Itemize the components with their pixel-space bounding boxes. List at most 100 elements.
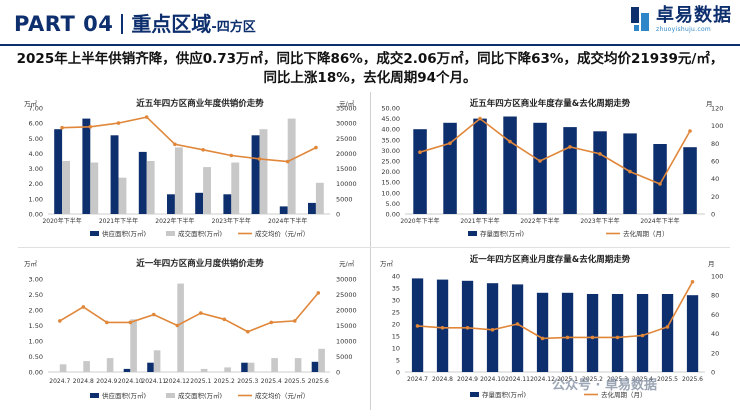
chart1-legend-swatch: [90, 231, 99, 236]
chart4-bar-a: [436, 279, 449, 372]
chart2-ytick: 0.00: [386, 211, 400, 219]
chart1-legend-label: 成交面积(万㎡): [178, 229, 222, 238]
chart3-bar-b: [224, 367, 231, 372]
chart3-bar-b: [59, 364, 67, 373]
chart2-ytick: 25.00: [381, 158, 400, 166]
chart4-ytick: 40: [392, 273, 400, 281]
chart4-ytick: 0: [396, 369, 400, 377]
chart2-ytick: 20.00: [381, 168, 400, 176]
chart2-y2tick: 20: [711, 193, 719, 201]
chart1-y2tick: 35000: [336, 105, 357, 113]
chart3-unit-right: 元/㎡: [339, 260, 355, 268]
chart1-point: [88, 125, 93, 129]
chart1-ytick: 4.00: [29, 150, 43, 158]
chart2-bar-a: [683, 147, 697, 214]
chart4-ytick: 20: [392, 321, 400, 329]
chart4-title: 近一年四方区商业月度存量&去化周期走势: [469, 255, 631, 265]
chart3-bar-b: [153, 350, 161, 372]
chart2-unit-right: 月: [706, 100, 713, 108]
chart4-legend-label: 去化周期（月）: [601, 390, 647, 399]
chart1-y2tick: 15000: [336, 165, 357, 173]
chart2-y2tick: 80: [711, 140, 719, 148]
chart3-legend-swatch: [90, 393, 99, 398]
chart1-bar-b: [118, 177, 127, 214]
chart2-point: [478, 116, 482, 121]
chart4-bar-a: [511, 284, 524, 372]
chart2-xtick: 2024年下半年: [640, 217, 679, 225]
chart4-xtick: 2024.9: [457, 376, 478, 383]
chart4-point: [665, 325, 670, 329]
chart4-ytick: 10: [392, 345, 400, 353]
chart2-point: [598, 152, 602, 156]
chart3-point: [58, 319, 62, 323]
header-rule: [0, 44, 740, 46]
summary-line-1: 2025年上半年供销齐降，供应0.73万㎡，同比下降86%，成交2.06万㎡，同…: [16, 51, 724, 67]
chart4-bar-a: [586, 294, 599, 372]
chart2-point: [538, 159, 542, 163]
chart1-xtick: 2023年下半年: [212, 217, 251, 225]
chart4-bar-a: [661, 294, 674, 372]
chart2-ytick: 40.00: [381, 126, 400, 134]
chart3-bar-b: [271, 358, 278, 372]
chart2-bar-a: [653, 144, 667, 214]
chart2-bar-a: [443, 122, 457, 214]
watermark-text: 公众号 · 卓易数据: [552, 378, 657, 393]
chart4-point: [415, 324, 420, 328]
chart1-ytick: 5.00: [29, 135, 43, 143]
chart1-bar-b: [287, 118, 296, 214]
chart3-point: [128, 320, 133, 325]
chart3-y2tick: 15000: [336, 322, 357, 330]
chart3-point: [175, 323, 180, 328]
chart1-point: [144, 115, 149, 119]
chart3-y2tick: 30000: [336, 276, 357, 284]
logo-url: zhuoyishuju.com: [656, 25, 712, 33]
chart1-bar-a: [167, 194, 175, 214]
chart3-point: [246, 329, 250, 334]
chart4-bar-a: [536, 292, 549, 372]
chart2-y2tick: 120: [711, 105, 723, 113]
chart3-point: [199, 311, 203, 315]
chart1-unit-left: 万㎡: [24, 100, 37, 108]
chart1-bar-b: [146, 161, 155, 214]
chart3-point: [222, 317, 227, 322]
chart3-xtick: 2025.1: [190, 378, 211, 385]
chart4-legend-swatch: [470, 392, 479, 397]
chart4-point: [590, 335, 595, 340]
chart4-ytick: 25: [392, 309, 400, 317]
chart2-bar-a: [533, 122, 547, 214]
chart1-ytick: 1.00: [29, 195, 43, 203]
chart1-legend-label: 成交均价（元/㎡）: [255, 229, 309, 238]
chart3-y2tick: 0: [336, 369, 340, 377]
chart1-ytick: 3.00: [29, 165, 43, 173]
chart2-ytick: 10.00: [381, 189, 400, 197]
chart3-bar-b: [106, 358, 114, 372]
chart3-ytick: 1.00: [29, 338, 43, 346]
chart3-xtick: 2024.8: [73, 378, 94, 385]
chart3-xtick: 2024.7: [49, 378, 70, 385]
chart1-bar-a: [138, 151, 147, 214]
chart4-bar-a: [611, 294, 624, 372]
chart1-bar-b: [90, 162, 99, 214]
chart1-legend-label: 供应面积(万㎡): [102, 229, 146, 238]
chart4-xtick: 2025.2: [582, 376, 603, 383]
chart1-point: [257, 157, 262, 161]
chart1-legend-swatch: [166, 231, 175, 236]
chart2-point: [508, 139, 512, 144]
chart4-ytick: 30: [392, 297, 400, 305]
chart4-xtick: 2024.11: [505, 376, 530, 383]
chart2-point: [568, 145, 572, 149]
chart1-bar-a: [308, 202, 316, 214]
chart2-line: [419, 117, 691, 186]
chart4-ytick: 15: [392, 333, 400, 341]
chart4-y2tick: 20: [711, 349, 719, 357]
chart1-point: [201, 148, 205, 152]
chart1-bar-a: [195, 192, 204, 214]
chart3-xtick: 2025.5: [284, 378, 305, 385]
chart3-point: [105, 320, 109, 325]
chart4-point: [440, 326, 445, 330]
chart2-legend-label: 存量面积(万㎡): [480, 229, 524, 238]
chart1-ytick: 2.00: [29, 180, 43, 188]
chart1-point: [285, 159, 290, 164]
chart4-xtick: 2025.1: [557, 376, 578, 383]
brand-logo: 卓易数据 zhuoyishuju.com: [630, 5, 732, 33]
